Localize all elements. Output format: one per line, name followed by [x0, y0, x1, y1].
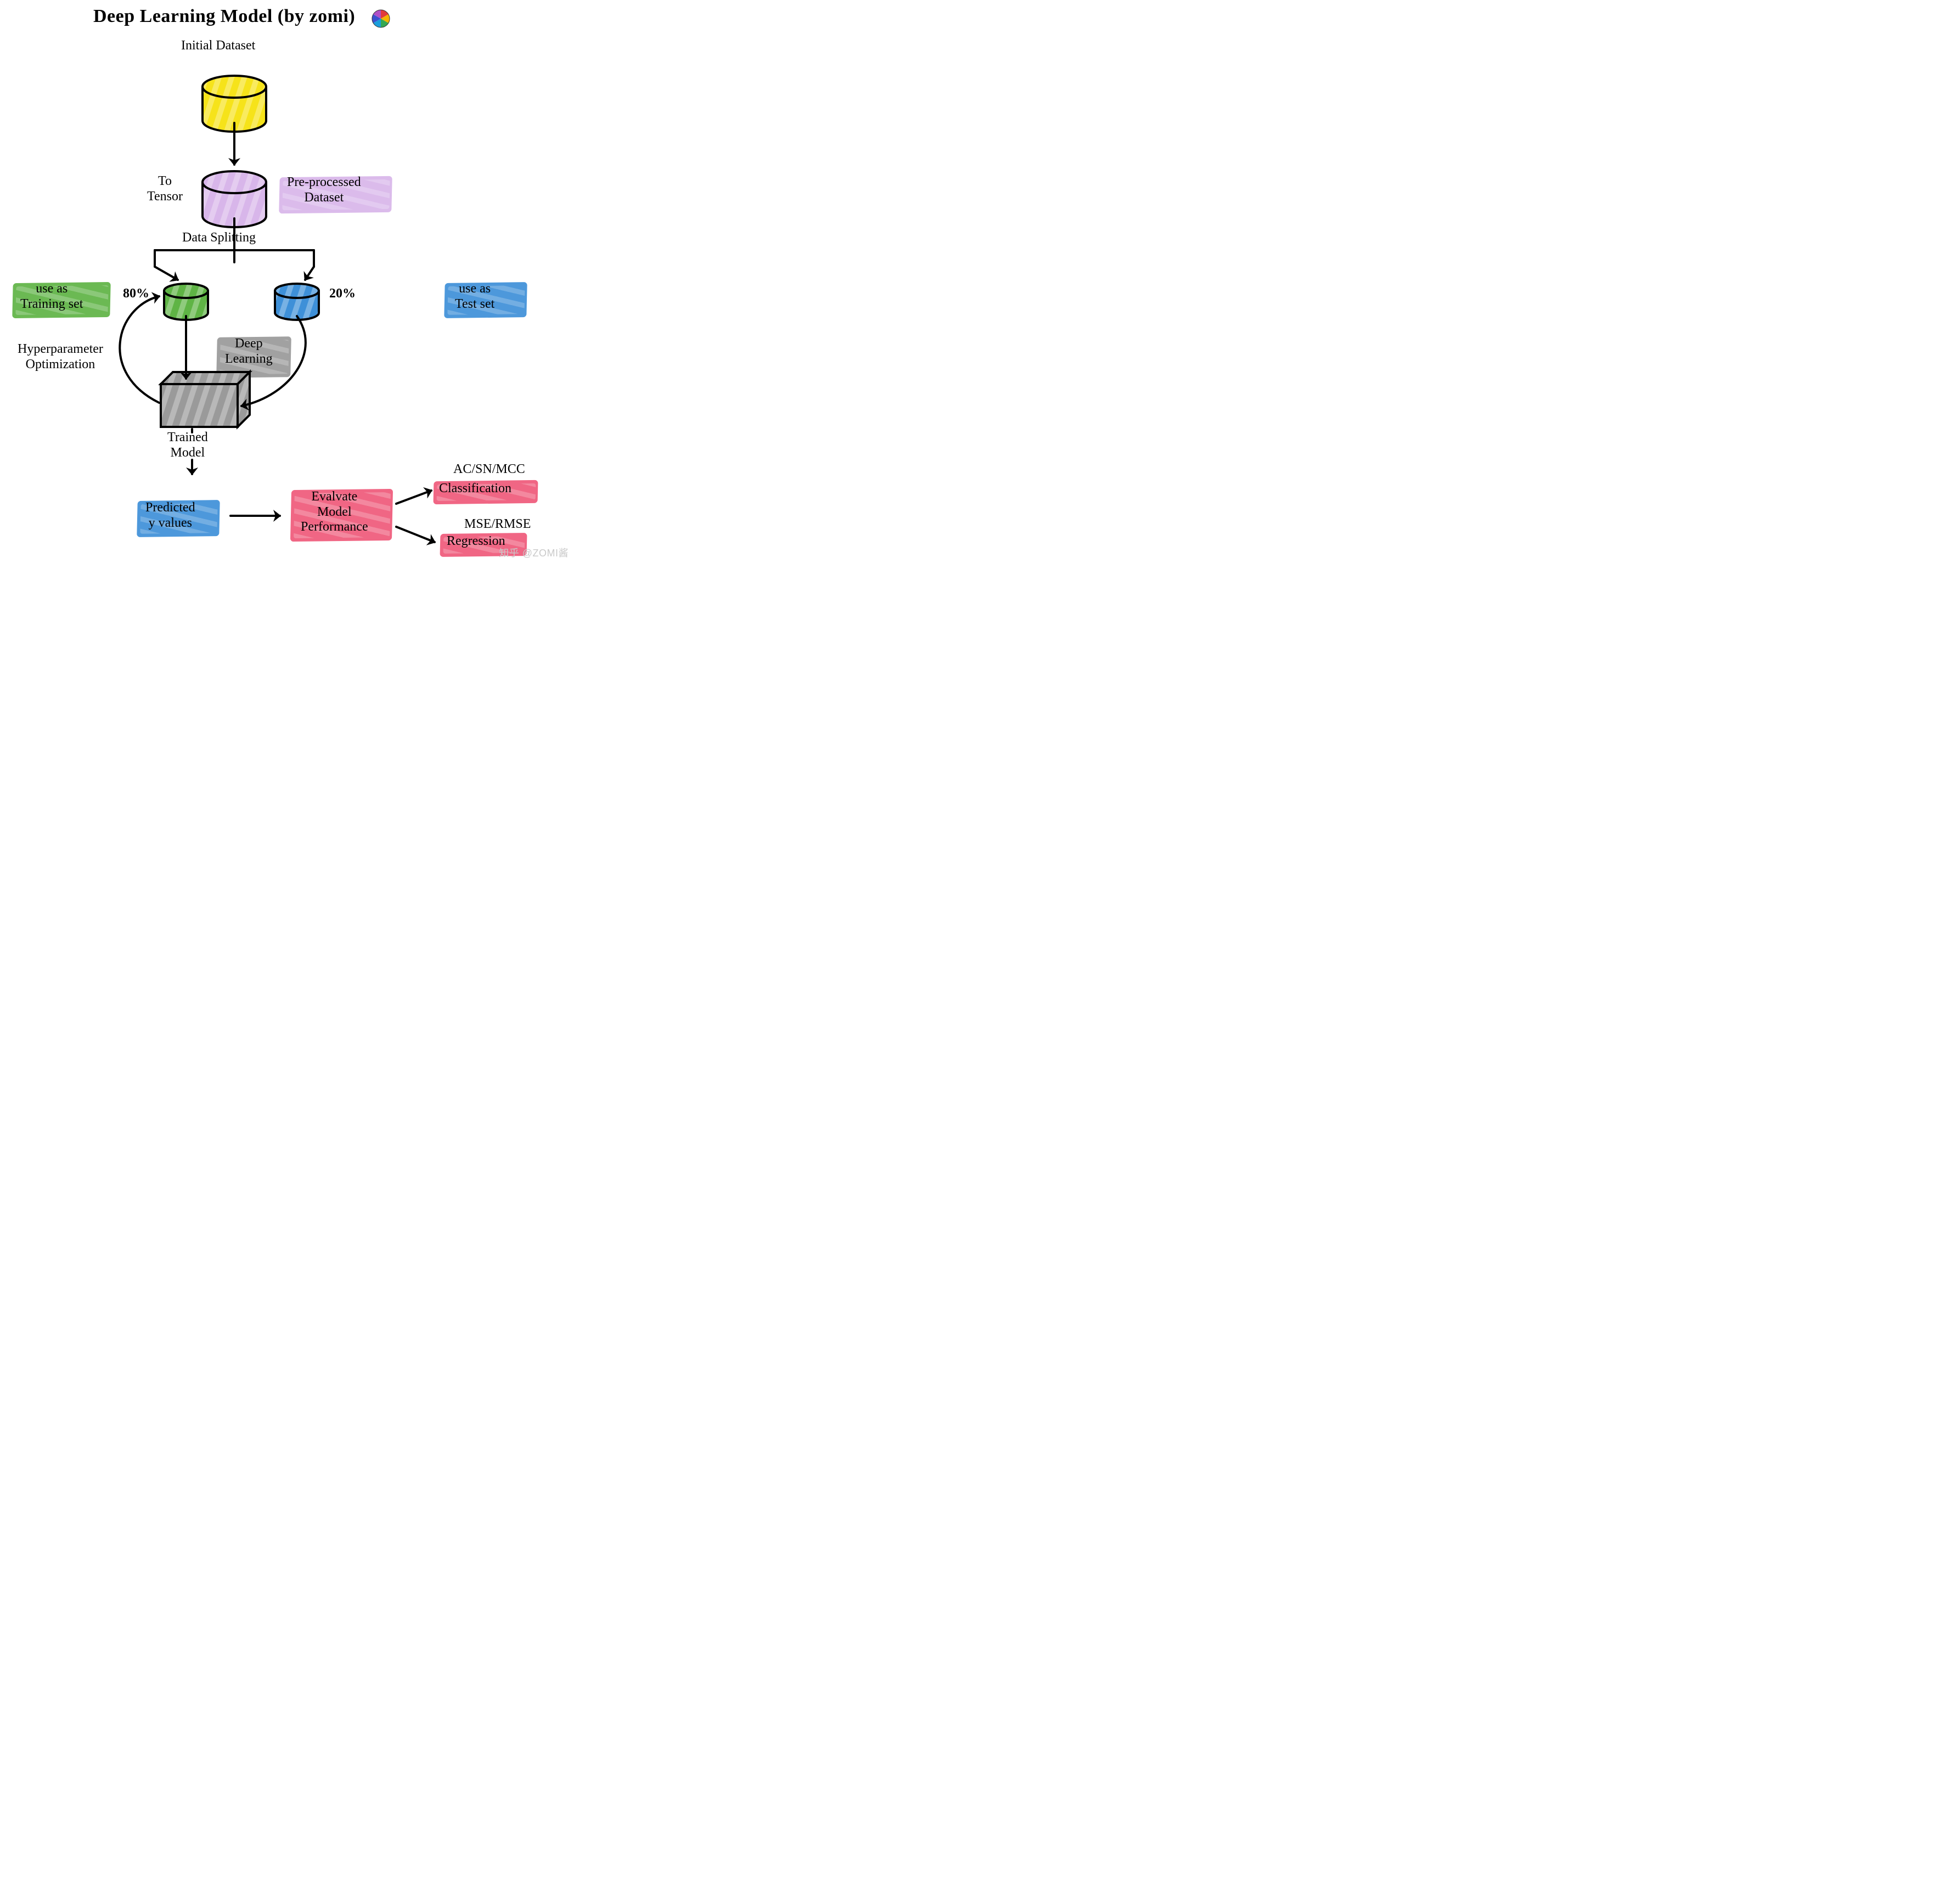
label-useTrain: use as Training set: [20, 281, 83, 312]
label-regr: Regression: [447, 534, 505, 549]
label-useTest: use as Test set: [455, 281, 494, 312]
label-pred: Predicted y values: [145, 500, 195, 531]
watermark: 知乎 @ZOMI酱: [499, 545, 569, 560]
label-pct20: 20%: [329, 286, 356, 302]
label-totensor: To Tensor: [147, 174, 183, 204]
label-eval: Evalvate Model Performance: [301, 489, 368, 535]
label-deep: Deep Learning: [225, 336, 273, 367]
label-hopt: Hyperparameter Optimization: [18, 342, 103, 372]
label-class: Classification: [439, 481, 511, 497]
label-regrMetrics: MSE/RMSE: [464, 517, 531, 532]
box-model: [161, 372, 250, 427]
label-split: Data Splitting: [182, 230, 256, 246]
diagram-canvas: Deep Learning Model (by zomi)Initial Dat…: [0, 0, 576, 565]
label-classMetrics: AC/SN/MCC: [453, 462, 525, 477]
cyl-test: [275, 284, 319, 320]
label-trained: Trained Model: [167, 430, 208, 460]
label-initial: Initial Dataset: [181, 38, 255, 54]
cyl-train: [164, 284, 208, 320]
label-preproc: Pre-processed Dataset: [287, 175, 361, 205]
label-pct80: 80%: [123, 286, 149, 302]
